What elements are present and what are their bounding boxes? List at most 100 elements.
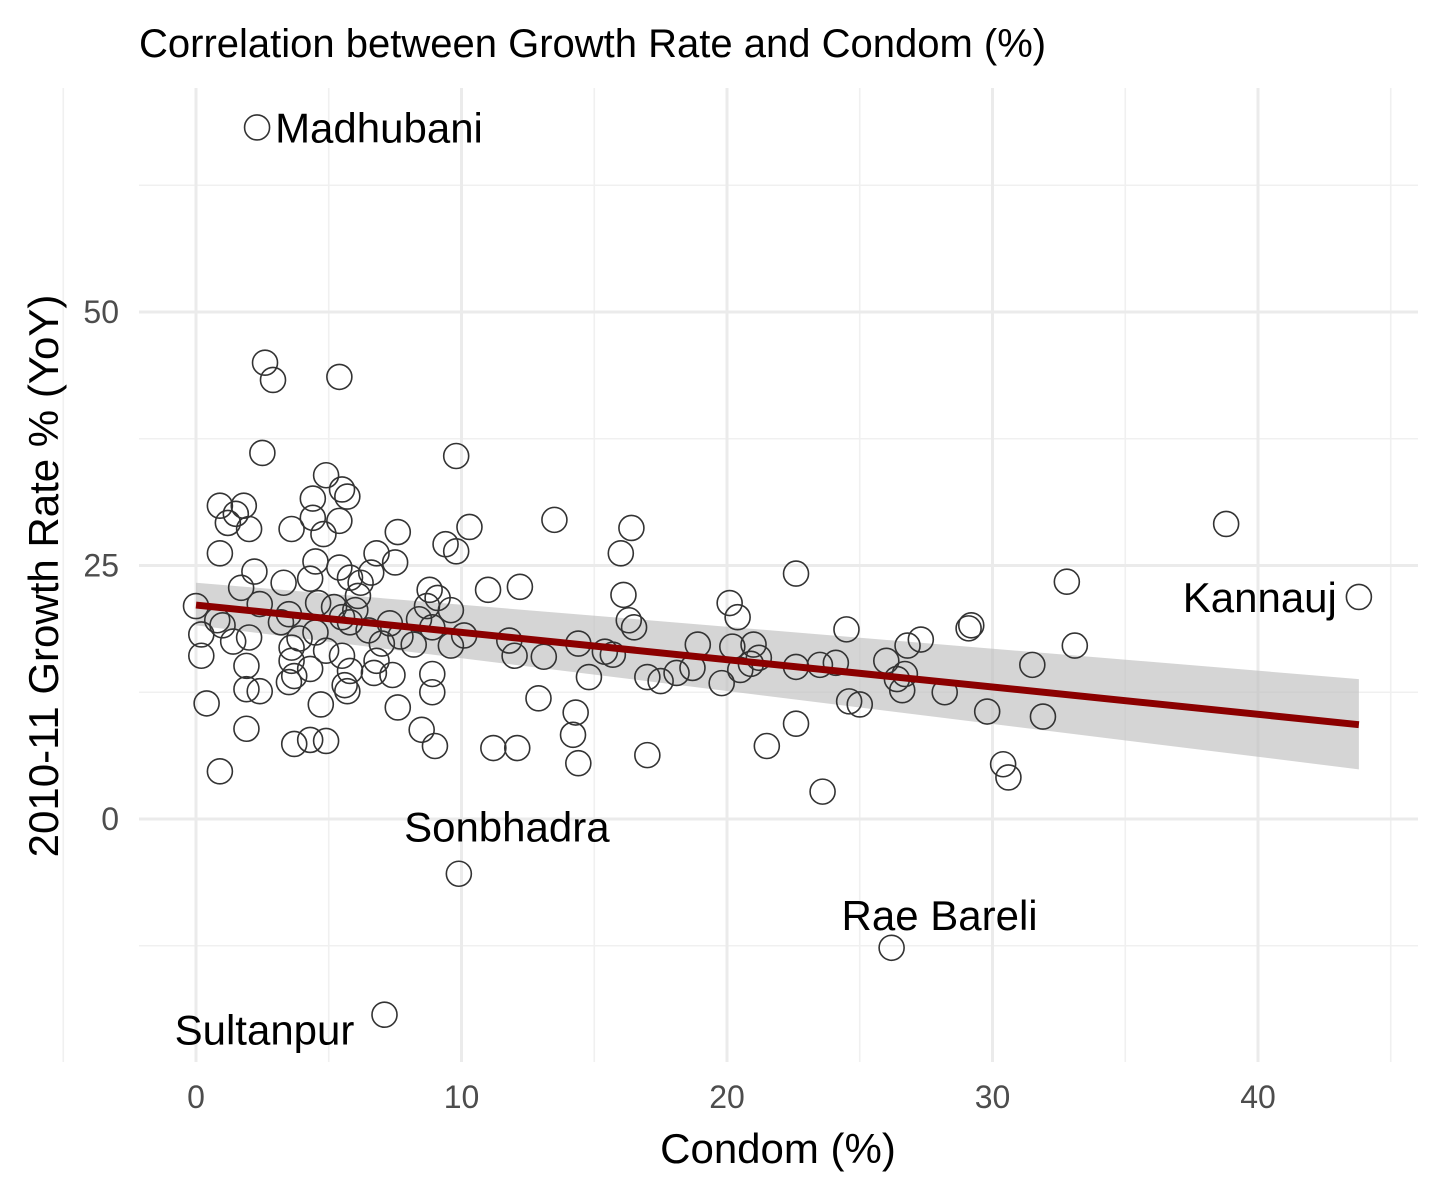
data-point <box>233 675 260 703</box>
data-point <box>206 758 234 785</box>
data-point <box>360 659 388 687</box>
data-point <box>620 614 648 641</box>
y-tick-label: 0 <box>101 801 119 837</box>
point-label: Madhubani <box>275 104 483 151</box>
data-point <box>416 576 443 604</box>
point-label: Sonbhadra <box>404 804 610 851</box>
data-point <box>344 582 372 610</box>
data-point <box>615 606 643 634</box>
data-point <box>445 860 473 888</box>
trend-line <box>195 601 1360 729</box>
data-point <box>334 677 361 705</box>
data-point <box>296 726 324 754</box>
data-point <box>371 1001 398 1029</box>
data-point <box>188 621 215 648</box>
data-point <box>1029 703 1057 730</box>
data-point <box>846 691 874 718</box>
data-point <box>193 690 220 717</box>
data-point <box>506 573 534 601</box>
x-axis-title: Condom (%) <box>660 1125 896 1172</box>
data-point <box>243 114 271 141</box>
data-point <box>188 642 215 670</box>
data-point <box>326 363 353 391</box>
data-point <box>740 631 767 658</box>
data-point <box>280 662 308 690</box>
y-tick-label: 50 <box>83 294 119 330</box>
data-point <box>357 559 385 586</box>
data-point <box>437 596 465 624</box>
data-point <box>822 649 850 677</box>
data-point <box>379 661 406 689</box>
data-point <box>336 657 364 685</box>
y-tick-label: 25 <box>83 548 119 584</box>
point-labels: Madhubani Kannauj Sonbhadra Rae Bareli Sulta… <box>175 104 1337 1053</box>
data-point <box>418 660 446 688</box>
data-point <box>280 730 308 758</box>
major-gridlines <box>139 88 1418 1062</box>
data-point <box>278 647 305 675</box>
data-point <box>1019 651 1046 679</box>
data-point <box>501 642 528 670</box>
data-point <box>745 644 773 672</box>
data-point <box>726 656 754 684</box>
data-point <box>480 734 507 762</box>
data-point <box>381 549 409 576</box>
data-point <box>995 764 1022 791</box>
data-point <box>1061 632 1089 659</box>
x-tick-label: 10 <box>444 1079 480 1115</box>
data-point <box>809 778 836 805</box>
data-point <box>408 716 435 744</box>
point-label: Sultanpur <box>175 1007 355 1054</box>
data-point <box>421 732 449 760</box>
data-point <box>227 574 255 602</box>
data-point <box>230 492 258 519</box>
data-point <box>835 688 863 715</box>
data-point <box>782 710 810 737</box>
data-point <box>634 741 661 769</box>
data-point <box>328 476 356 503</box>
data-point <box>299 504 327 532</box>
data-point <box>235 624 263 651</box>
y-axis-title: 2010-11 Growth Rate % (YoY) <box>20 295 67 858</box>
data-point <box>442 538 470 565</box>
data-point <box>302 548 329 575</box>
data-point <box>278 634 305 661</box>
data-point <box>1345 583 1373 611</box>
data-point <box>233 652 260 680</box>
data-point <box>562 699 589 726</box>
data-point <box>973 698 1001 725</box>
data-point <box>384 694 412 721</box>
data-point <box>782 560 810 587</box>
chart-title: Correlation between Growth Rate and Cond… <box>139 22 1046 66</box>
data-point <box>442 442 470 470</box>
data-point <box>474 576 502 604</box>
data-point <box>233 715 260 743</box>
data-point <box>219 628 247 655</box>
data-point <box>955 615 982 642</box>
data-point <box>607 540 635 567</box>
data-point <box>328 642 356 670</box>
data-point <box>249 439 276 467</box>
data-point <box>206 492 234 519</box>
data-point <box>716 589 743 617</box>
data-point <box>418 678 446 706</box>
data-point <box>296 655 324 683</box>
data-point <box>541 506 568 534</box>
data-point <box>312 637 340 664</box>
data-point <box>647 667 674 695</box>
data-point <box>331 671 358 699</box>
data-point <box>565 749 592 777</box>
data-point <box>1212 510 1240 538</box>
data-point <box>1053 568 1081 596</box>
data-point <box>278 515 305 543</box>
data-point <box>310 520 337 548</box>
data-point <box>312 727 340 755</box>
data-point <box>326 554 353 581</box>
data-point <box>878 934 905 962</box>
x-tick-label: 0 <box>187 1079 205 1115</box>
data-point <box>267 608 295 636</box>
point-label: Kannauj <box>1183 574 1337 621</box>
data-point <box>525 685 552 712</box>
data-point <box>296 565 324 592</box>
